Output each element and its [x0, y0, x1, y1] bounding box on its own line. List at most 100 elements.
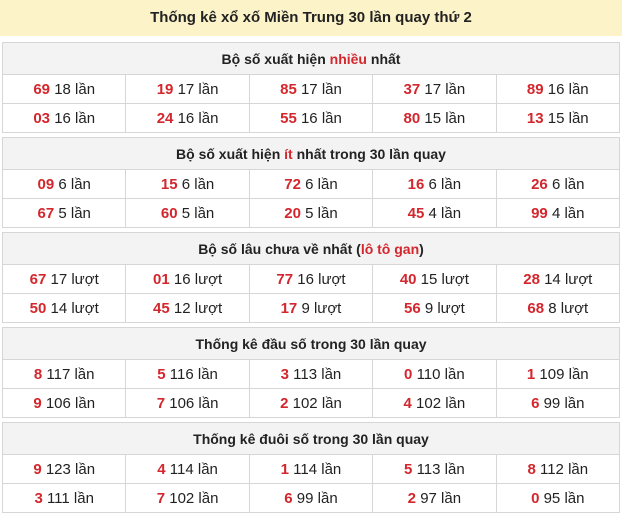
header-text: Bộ số xuất hiện	[176, 145, 285, 162]
count: 6 lần	[305, 175, 338, 193]
table-row: 50 14 lượt 45 12 lượt 17 9 lượt 56 9 lượt 68…	[1, 293, 621, 323]
lottery-number: 7	[156, 489, 166, 507]
count: 14 lượt	[50, 299, 99, 317]
stat-cell: 5 113 lần	[372, 454, 497, 484]
stat-cell: 16 6 lần	[372, 169, 497, 199]
lottery-number: 9	[33, 460, 42, 478]
stat-cell: 28 14 lượt	[495, 264, 621, 294]
count: 16 lần	[177, 109, 219, 127]
count: 123 lần	[45, 460, 96, 478]
stat-cell: 37 17 lần	[372, 74, 497, 104]
count: 113 lần	[416, 460, 465, 478]
table-row: 03 16 lần 24 16 lần 55 16 lần 80 15 lần 13 1…	[1, 103, 621, 133]
lottery-number: 17	[280, 299, 298, 317]
count: 102 lần	[169, 489, 219, 507]
stat-cell: 03 16 lần	[1, 103, 127, 133]
lottery-number: 19	[156, 80, 174, 98]
lottery-number: 15	[160, 175, 178, 193]
lottery-number: 2	[280, 394, 289, 412]
stat-cell: 72 6 lần	[248, 169, 374, 199]
table-row: 8 117 lần 5 116 lần 3 113 lần 0 110 lần 1 10…	[1, 359, 621, 389]
stat-cell: 24 16 lần	[125, 103, 250, 133]
section-header: Bộ số lâu chưa về nhất (lô tô gan)	[2, 232, 620, 265]
stat-cell: 17 9 lượt	[248, 293, 374, 323]
stat-cell: 2 102 lần	[248, 388, 374, 418]
lottery-number: 09	[37, 175, 55, 193]
count: 4 lần	[428, 204, 462, 222]
table-row: 69 18 lần 19 17 lần 85 17 lần 37 17 lần 89 1…	[1, 74, 621, 104]
count: 17 lần	[177, 80, 219, 98]
count: 17 lần	[300, 80, 342, 98]
lottery-number: 24	[156, 109, 174, 127]
count: 114 lần	[169, 460, 218, 478]
count: 111 lần	[46, 489, 94, 507]
page-title: Thống kê xổ xố Miền Trung 30 lần quay th…	[0, 0, 622, 36]
stat-cell: 6 99 lần	[495, 388, 621, 418]
stat-cell: 8 112 lần	[495, 454, 621, 484]
stats-table: Thống kê đuôi số trong 30 lần quay 9 123 …	[1, 422, 621, 513]
lottery-number: 2	[407, 489, 417, 507]
lottery-number: 9	[33, 394, 42, 412]
lottery-number: 72	[284, 175, 301, 193]
lottery-number: 5	[404, 460, 413, 478]
stat-cell: 45 12 lượt	[125, 293, 250, 323]
stat-cell: 19 17 lần	[125, 74, 250, 104]
count: 9 lượt	[301, 299, 342, 317]
table-row: 09 6 lần 15 6 lần 72 6 lần 16 6 lần 26 6 lần	[1, 169, 621, 199]
count: 5 lần	[181, 204, 215, 222]
lottery-number: 45	[407, 204, 425, 222]
count: 112 lần	[539, 460, 589, 478]
stat-cell: 99 4 lần	[495, 198, 621, 228]
count: 18 lần	[54, 80, 96, 98]
table-row: 67 5 lần 60 5 lần 20 5 lần 45 4 lần 99 4 lần	[1, 198, 621, 228]
lottery-number: 3	[34, 489, 43, 507]
header-text: Bộ số xuất hiện	[221, 50, 330, 67]
lottery-number: 77	[276, 270, 294, 288]
lottery-number: 5	[157, 365, 166, 383]
stat-cell: 80 15 lần	[372, 103, 497, 133]
lottery-number: 7	[156, 394, 166, 412]
section-header: Thống kê đuôi số trong 30 lần quay	[2, 422, 620, 455]
table-row: 3 111 lần 7 102 lần 6 99 lần 2 97 lần 0 95 l…	[1, 483, 621, 513]
stat-cell: 1 114 lần	[248, 454, 374, 484]
lottery-number: 8	[33, 365, 43, 383]
count: 16 lần	[547, 80, 589, 98]
table-row: 9 106 lần 7 106 lần 2 102 lần 4 102 lần 6 99…	[1, 388, 621, 418]
count: 95 lần	[543, 489, 585, 507]
header-text: nhất trong 30 lần quay	[292, 145, 446, 162]
lottery-number: 40	[399, 270, 417, 288]
lottery-number: 50	[29, 299, 47, 317]
lottery-number: 28	[523, 270, 540, 288]
lottery-number: 60	[160, 204, 178, 222]
lottery-number: 0	[404, 365, 413, 383]
stat-cell: 4 114 lần	[125, 454, 250, 484]
lottery-number: 1	[526, 365, 536, 383]
stats-table: Bộ số xuất hiện nhiều nhất 69 18 lần 19 17…	[1, 42, 621, 133]
header-text: )	[419, 240, 424, 257]
stat-cell: 7 106 lần	[125, 388, 250, 418]
count: 97 lần	[420, 489, 462, 507]
count: 9 lượt	[424, 299, 465, 317]
lottery-number: 45	[153, 299, 170, 317]
count: 114 lần	[293, 460, 342, 478]
count: 117 lần	[46, 365, 95, 383]
lottery-number: 1	[280, 460, 289, 478]
header-highlight: lô tô gan	[360, 240, 420, 257]
stat-cell: 0 110 lần	[372, 359, 497, 389]
count: 16 lần	[54, 109, 96, 127]
stat-cell: 77 16 lượt	[248, 264, 374, 294]
section-header: Bộ số xuất hiện ít nhất trong 30 lần qua…	[2, 137, 620, 170]
count: 15 lần	[424, 109, 466, 127]
count: 6 lần	[181, 175, 215, 193]
stat-cell: 85 17 lần	[248, 74, 374, 104]
count: 15 lần	[547, 109, 589, 127]
count: 106 lần	[45, 394, 96, 412]
lottery-number: 20	[284, 204, 301, 222]
stat-cell: 3 111 lần	[1, 483, 127, 513]
lottery-number: 89	[526, 80, 544, 98]
count: 5 lần	[305, 204, 338, 222]
lottery-number: 3	[280, 365, 289, 383]
count: 113 lần	[293, 365, 342, 383]
stat-cell: 5 116 lần	[125, 359, 250, 389]
table-row: 67 17 lượt 01 16 lượt 77 16 lượt 40 15 lượt…	[1, 264, 621, 294]
